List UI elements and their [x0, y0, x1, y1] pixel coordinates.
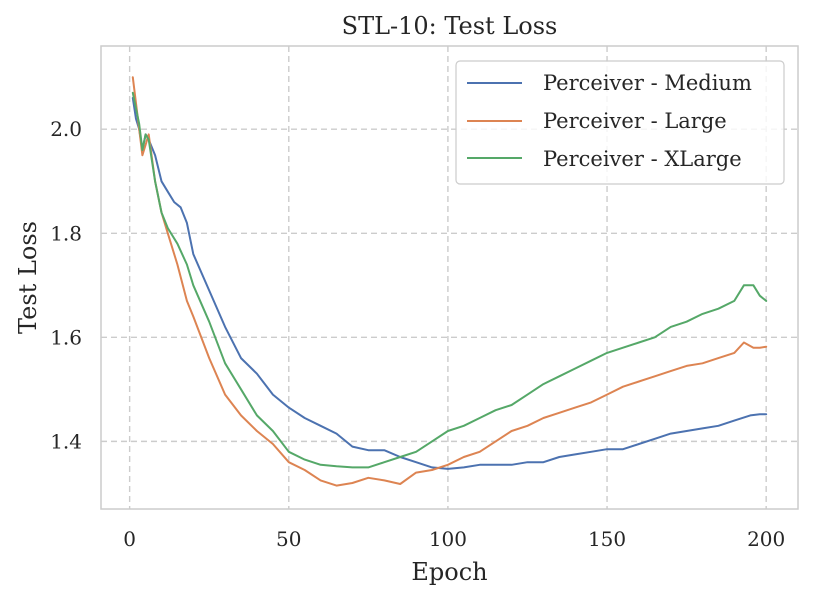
legend-box: [455, 60, 785, 185]
series-line-large: [131, 76, 768, 487]
x-tick-label: 50: [276, 527, 301, 551]
legend-label-xlarge: Perceiver - XLarge: [543, 147, 742, 171]
x-tick-label: 100: [429, 527, 467, 551]
series-line-xlarge: [131, 91, 768, 469]
chart-title: STL-10: Test Loss: [342, 12, 558, 40]
legend: Perceiver - Medium Perceiver - Large Per…: [455, 60, 785, 185]
series-lines: [131, 76, 768, 487]
y-tick-label: 2.0: [50, 117, 82, 141]
y-tick-label: 1.6: [50, 325, 82, 349]
legend-label-large: Perceiver - Large: [543, 109, 727, 133]
y-tick-label: 1.4: [50, 429, 82, 453]
y-tick-label: 1.8: [50, 221, 82, 245]
x-axis-label: Epoch: [411, 558, 487, 586]
plot-frame: [100, 45, 799, 510]
legend-label-medium: Perceiver - Medium: [543, 71, 752, 95]
x-tick-label: 150: [588, 527, 626, 551]
series-line-medium: [131, 97, 768, 470]
grid-lines: [101, 46, 798, 509]
x-tick-label: 0: [123, 527, 136, 551]
y-axis-label: Test Loss: [14, 221, 42, 334]
x-tick-label: 200: [747, 527, 785, 551]
tick-labels: 0 50 100 150 200 1.4 1.6 1.8 2.0: [50, 117, 785, 551]
